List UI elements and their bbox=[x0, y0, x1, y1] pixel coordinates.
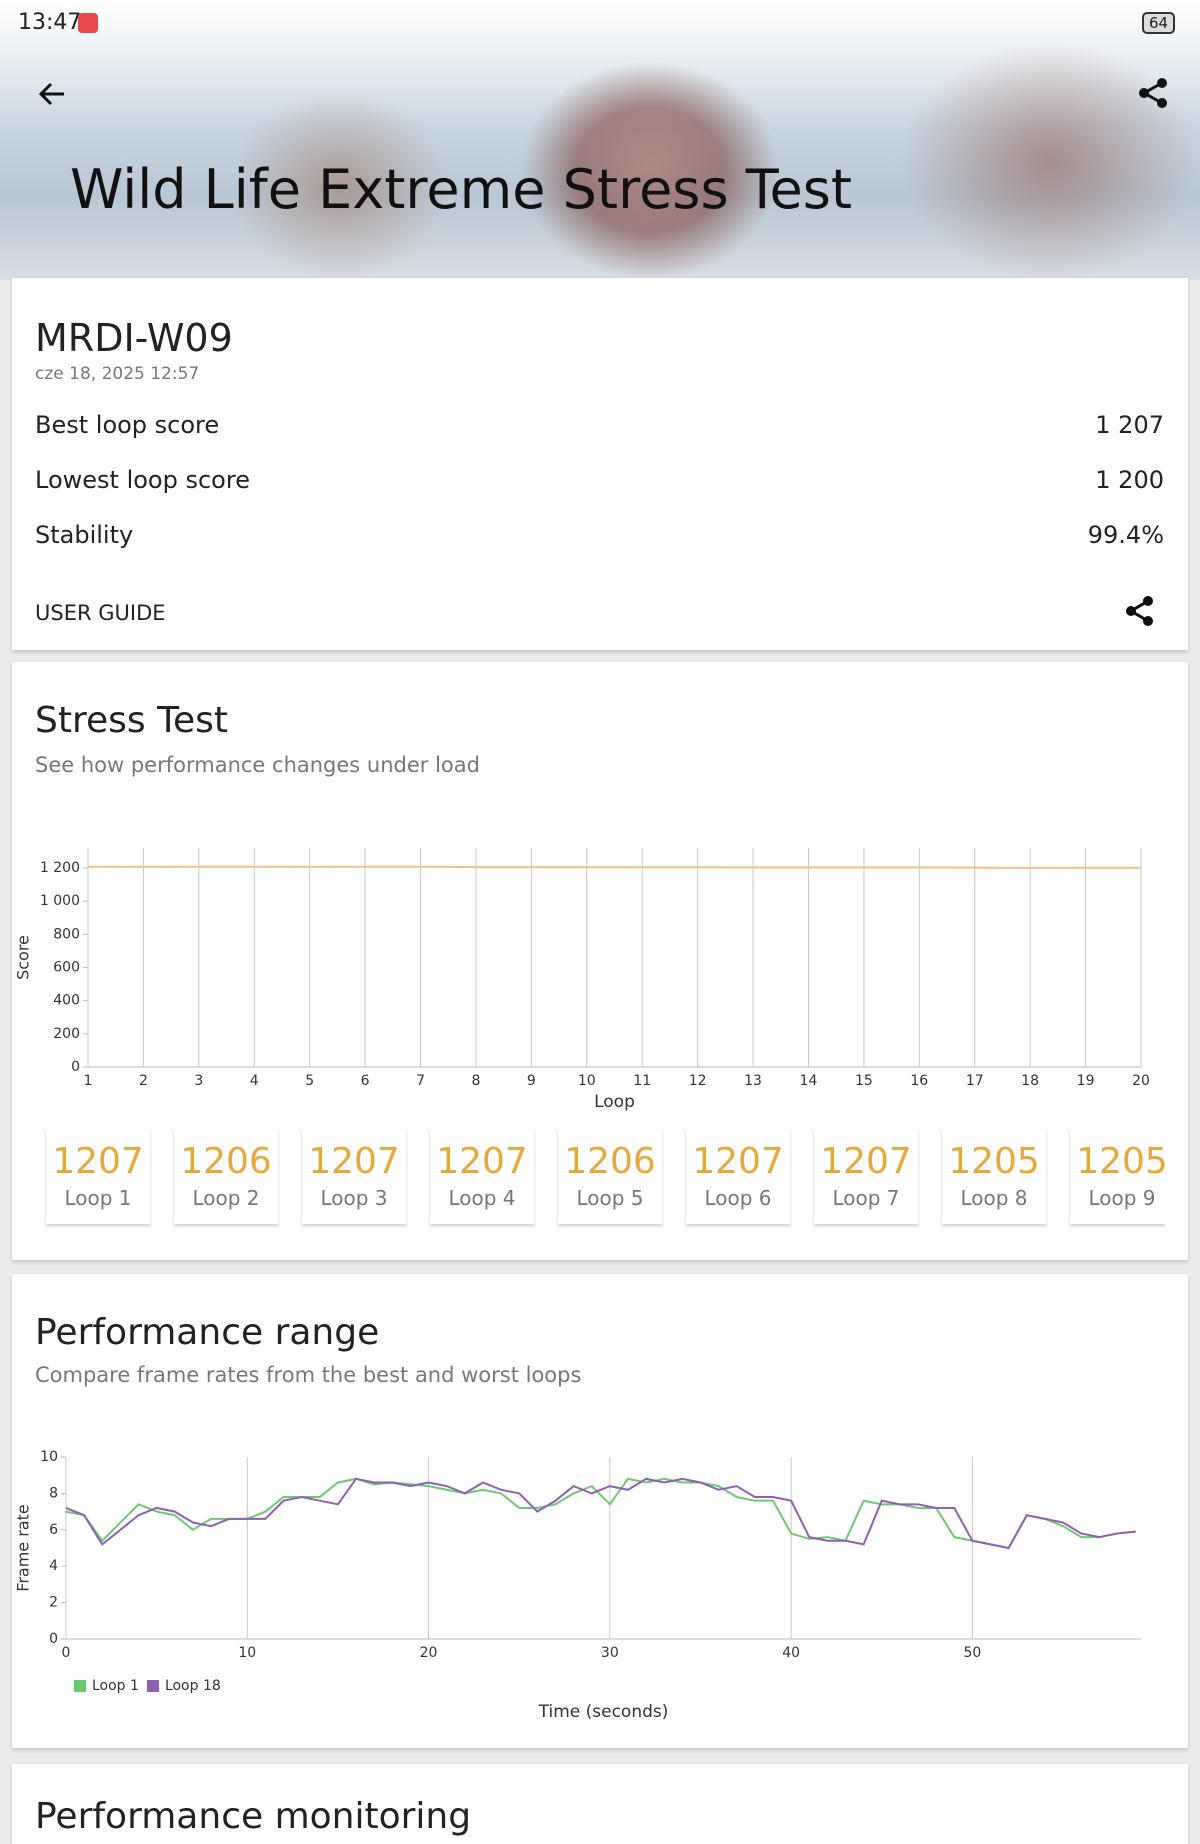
section-subtitle: See how performance changes under load bbox=[35, 753, 480, 777]
loop-label: Loop 1 bbox=[64, 1186, 132, 1210]
row-value: 1 207 bbox=[1095, 411, 1164, 439]
loop-score: 1207 bbox=[692, 1141, 784, 1182]
loop-label: Loop 3 bbox=[320, 1186, 388, 1210]
loop-score: 1207 bbox=[308, 1141, 400, 1182]
user-guide-link[interactable]: USER GUIDE bbox=[35, 601, 166, 625]
battery: 64 bbox=[1142, 12, 1176, 34]
loop-label: Loop 7 bbox=[832, 1186, 900, 1210]
loop-card[interactable]: 1207 Loop 4 bbox=[430, 1127, 534, 1224]
loop-card[interactable]: 1207 Loop 1 bbox=[46, 1127, 150, 1224]
section-title: Stress Test bbox=[35, 700, 228, 741]
header bbox=[0, 0, 1200, 280]
row-value: 99.4% bbox=[1087, 521, 1164, 549]
loop-score: 1207 bbox=[52, 1141, 144, 1182]
header-art bbox=[520, 60, 780, 280]
loop-card[interactable]: 1206 Loop 2 bbox=[174, 1127, 278, 1224]
section-title: Performance range bbox=[35, 1312, 380, 1353]
loop-label: Loop 8 bbox=[960, 1186, 1028, 1210]
loop-label: Loop 5 bbox=[576, 1186, 644, 1210]
loop-score: 1207 bbox=[436, 1141, 528, 1182]
loop-card[interactable]: 1205 Loop 8 bbox=[942, 1127, 1046, 1224]
loop-cards: 1207 Loop 1 1206 Loop 2 1207 Loop 3 1207 Loop 4… bbox=[46, 1127, 1165, 1224]
row-label: Stability bbox=[35, 521, 134, 549]
notification-icon bbox=[78, 13, 98, 33]
loop-label: Loop 9 bbox=[1088, 1186, 1156, 1210]
loop-score: 1206 bbox=[180, 1141, 272, 1182]
loop-score: 1205 bbox=[948, 1141, 1040, 1182]
loop-card[interactable]: 1207 Loop 3 bbox=[302, 1127, 406, 1224]
status-time: 13:47 bbox=[18, 10, 82, 35]
header-art bbox=[230, 90, 450, 280]
row-value: 1 200 bbox=[1095, 466, 1164, 494]
loop-label: Loop 6 bbox=[704, 1186, 772, 1210]
share-button[interactable] bbox=[1136, 76, 1170, 110]
row-label: Lowest loop score bbox=[35, 466, 250, 494]
device-name: MRDI-W09 bbox=[35, 316, 233, 360]
loop-card[interactable]: 1207 Loop 7 bbox=[814, 1127, 918, 1224]
section-subtitle: Compare frame rates from the best and wo… bbox=[35, 1363, 582, 1387]
loop-score: 1207 bbox=[820, 1141, 912, 1182]
loop-score: 1205 bbox=[1076, 1141, 1165, 1182]
section-title: Performance monitoring bbox=[35, 1796, 472, 1837]
loop-score: 1206 bbox=[564, 1141, 656, 1182]
loop-label: Loop 4 bbox=[448, 1186, 516, 1210]
test-date: cze 18, 2025 12:57 bbox=[35, 364, 200, 384]
loop-label: Loop 2 bbox=[192, 1186, 260, 1210]
share-button[interactable] bbox=[1124, 595, 1156, 627]
header-art bbox=[900, 40, 1200, 280]
row-label: Best loop score bbox=[35, 411, 220, 439]
loop-card[interactable]: 1206 Loop 5 bbox=[558, 1127, 662, 1224]
summary-card bbox=[12, 278, 1188, 650]
back-button[interactable] bbox=[36, 78, 68, 110]
loop-card[interactable]: 1205 Loop 9 bbox=[1070, 1127, 1165, 1224]
loop-card[interactable]: 1207 Loop 6 bbox=[686, 1127, 790, 1224]
page-title: Wild Life Extreme Stress Test bbox=[70, 158, 853, 221]
